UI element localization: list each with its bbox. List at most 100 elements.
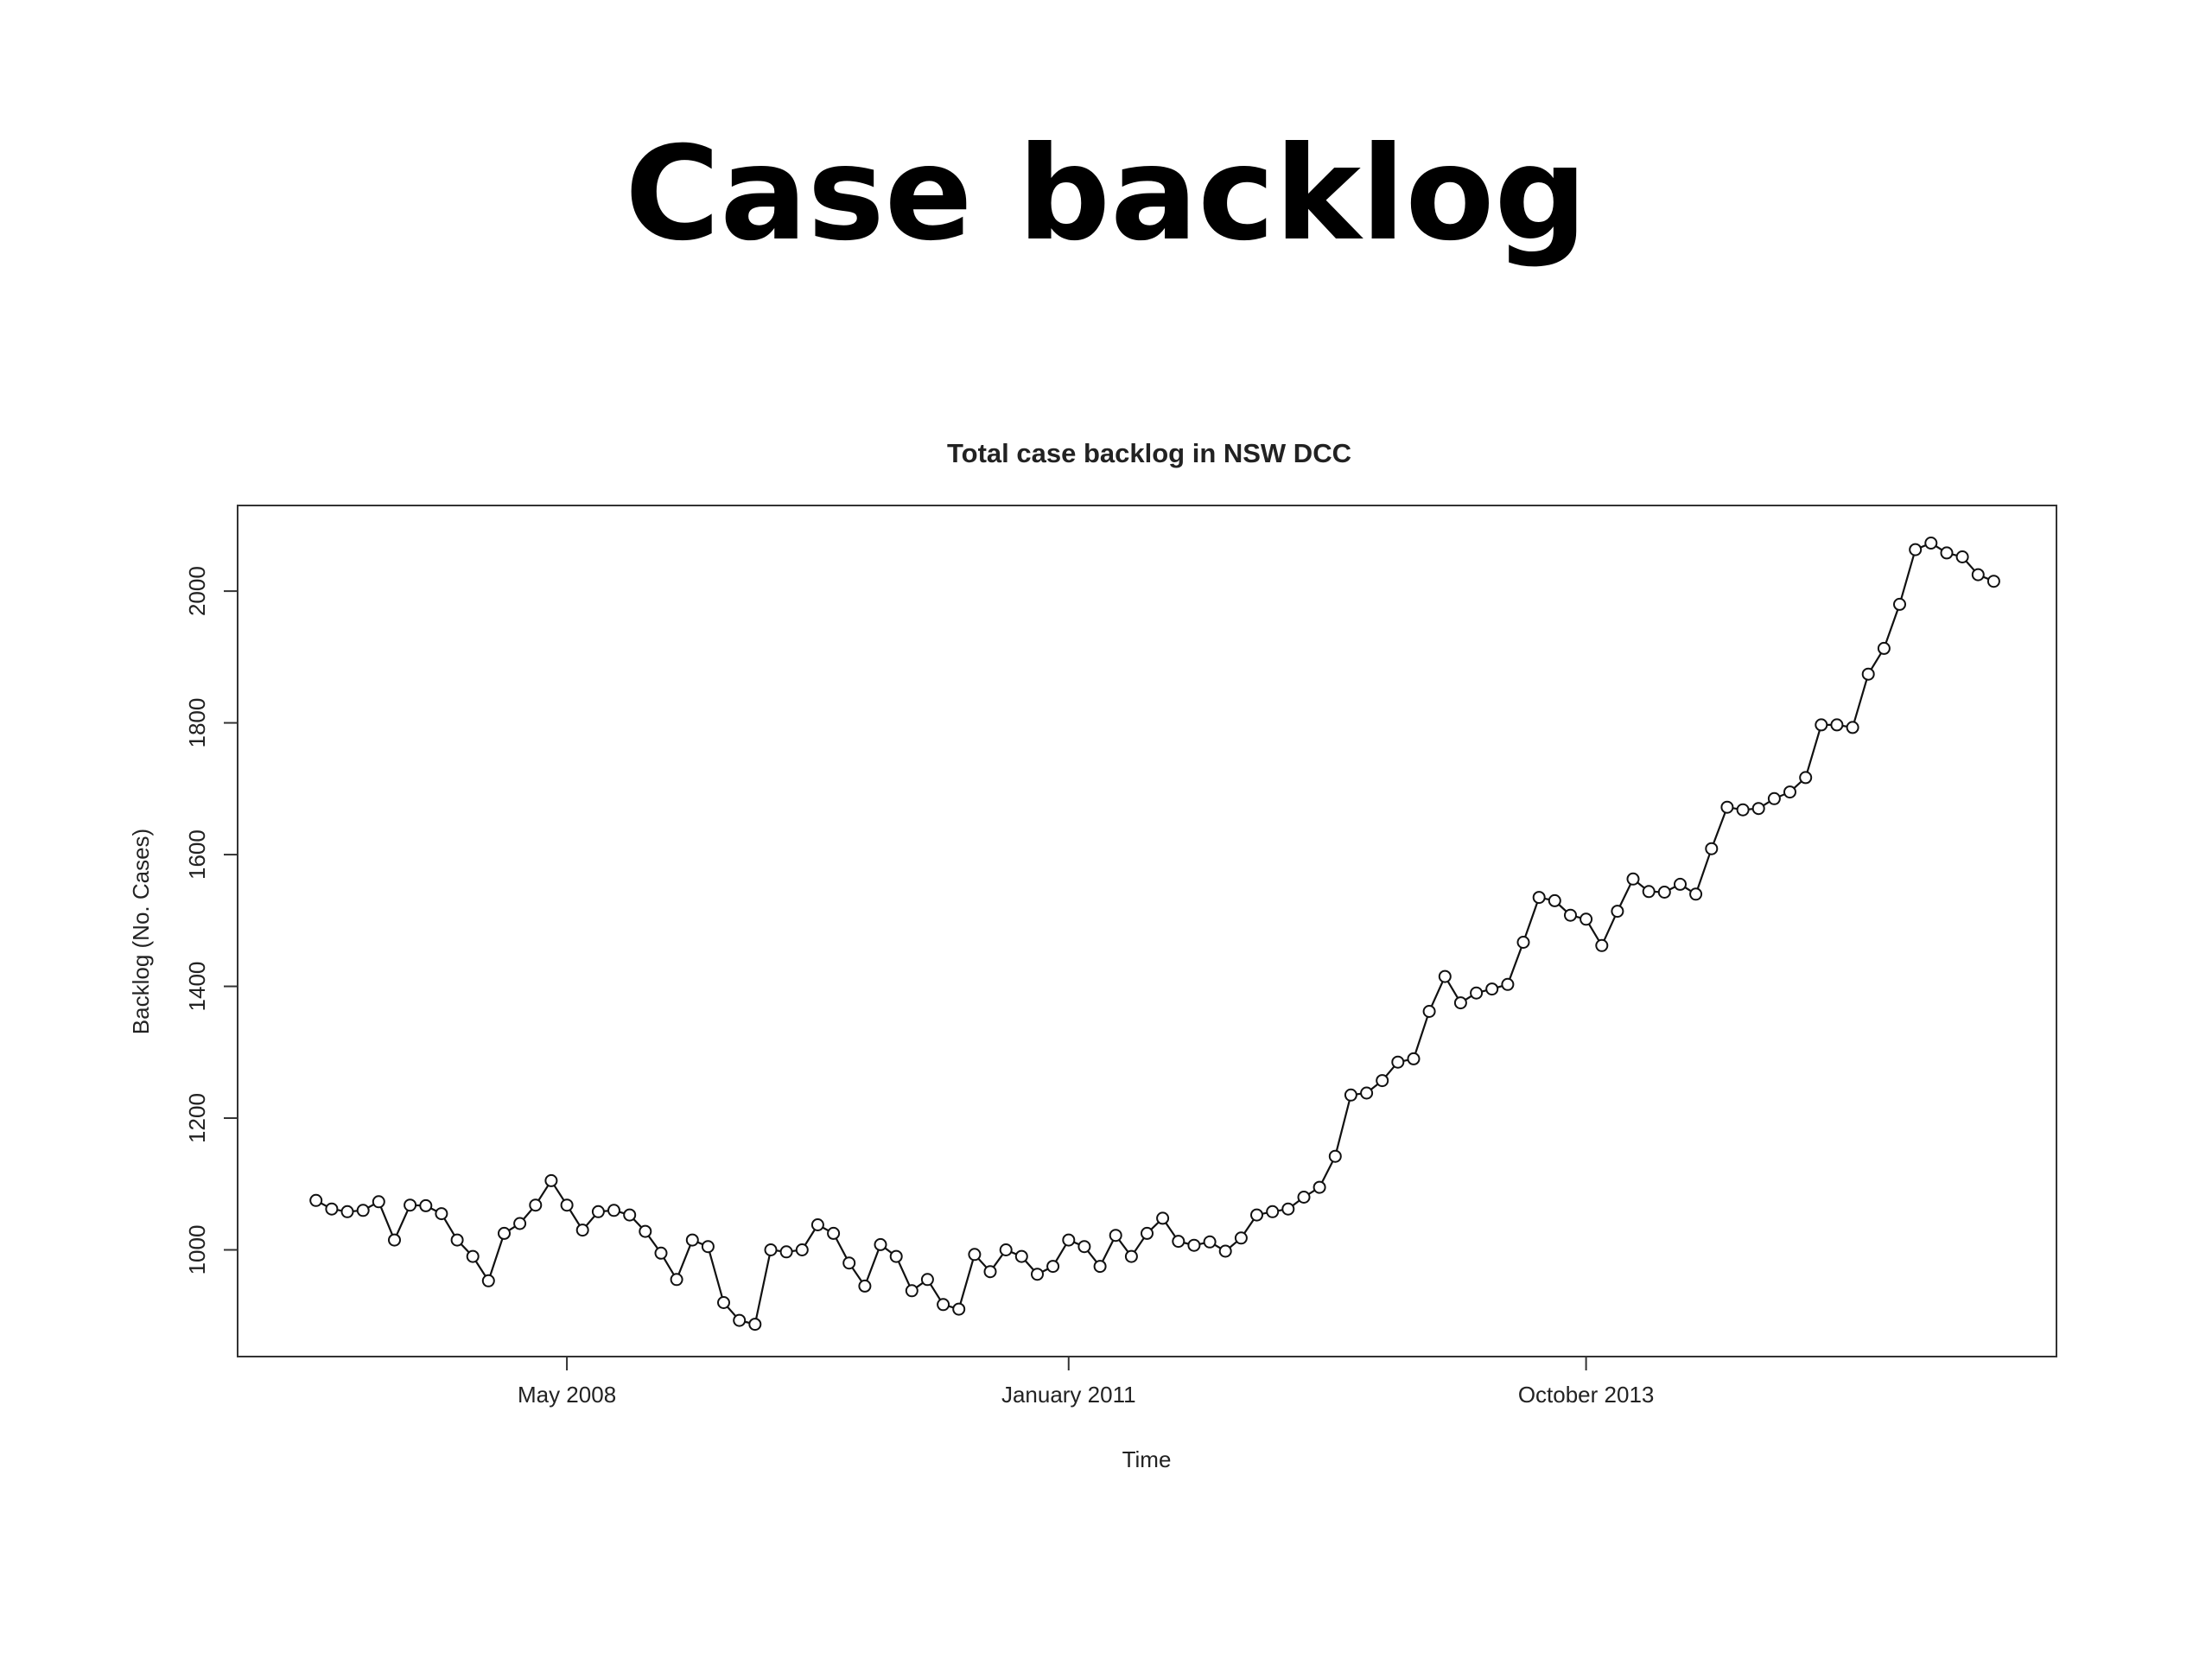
data-point	[1014, 1249, 1028, 1263]
data-point	[1470, 986, 1484, 1000]
data-point	[983, 1265, 997, 1279]
data-point	[1422, 1005, 1436, 1018]
data-point	[1344, 1088, 1357, 1102]
data-point	[748, 1318, 762, 1332]
data-point	[1093, 1260, 1107, 1274]
data-point	[639, 1224, 652, 1238]
data-point	[1642, 885, 1656, 899]
data-point	[1266, 1205, 1280, 1218]
data-point	[999, 1243, 1013, 1256]
data-point	[1297, 1191, 1311, 1204]
data-point	[529, 1198, 543, 1212]
data-point	[1595, 938, 1609, 952]
data-point	[481, 1274, 495, 1287]
data-point	[654, 1246, 668, 1260]
data-point	[733, 1313, 747, 1327]
data-point	[419, 1198, 433, 1212]
x-tick-label: October 2013	[1518, 1382, 1655, 1408]
data-point	[1077, 1240, 1091, 1254]
data-point	[670, 1273, 683, 1287]
data-point	[1203, 1235, 1217, 1249]
data-point	[1516, 936, 1530, 949]
data-point	[842, 1256, 856, 1270]
data-point	[450, 1233, 464, 1247]
data-point	[1031, 1268, 1044, 1281]
data-point	[810, 1218, 824, 1231]
data-point	[1062, 1233, 1076, 1247]
y-axis: 1000 1200 1400 1600 1800 2000	[184, 566, 238, 1274]
data-point	[498, 1226, 511, 1240]
data-point	[1611, 905, 1624, 918]
data-point	[1924, 537, 1938, 550]
y-tick-label: 1800	[184, 698, 210, 748]
data-point	[1218, 1244, 1232, 1258]
data-point	[388, 1233, 401, 1247]
data-point	[1736, 803, 1750, 817]
data-point	[905, 1284, 918, 1298]
data-point	[1156, 1211, 1170, 1225]
data-point	[372, 1195, 385, 1209]
data-point	[779, 1245, 793, 1259]
x-tick-label: May 2008	[518, 1382, 616, 1408]
data-point	[1532, 891, 1546, 905]
y-tick-label: 1000	[184, 1225, 210, 1275]
data-point	[1971, 568, 1985, 582]
data-point	[937, 1298, 950, 1312]
data-point	[1501, 977, 1515, 991]
data-point	[591, 1205, 605, 1218]
data-point	[889, 1249, 903, 1263]
y-tick-label: 1200	[184, 1093, 210, 1143]
data-point	[1438, 969, 1452, 983]
data-point	[1580, 912, 1593, 926]
data-point	[717, 1296, 730, 1309]
x-axis: May 2008 January 2011 October 2013	[518, 1357, 1654, 1408]
data-point	[1720, 800, 1734, 814]
data-point	[795, 1243, 809, 1256]
data-point	[1626, 872, 1640, 886]
y-tick-label: 1400	[184, 962, 210, 1012]
data-point	[1830, 718, 1844, 732]
data-point	[1453, 996, 1467, 1010]
data-point	[701, 1240, 715, 1254]
data-point	[1046, 1260, 1060, 1274]
data-point	[1909, 543, 1923, 556]
y-axis-label: Backlog (No. Cases)	[128, 829, 154, 1034]
data-point	[1674, 877, 1687, 891]
data-point	[1172, 1235, 1185, 1249]
data-point	[1893, 597, 1906, 611]
data-point	[1799, 771, 1813, 785]
x-axis-label: Time	[1122, 1446, 1172, 1472]
data-point	[607, 1204, 620, 1217]
data-point	[1360, 1086, 1374, 1100]
slide-title: Case backlog	[625, 119, 1587, 270]
data-point	[1877, 641, 1891, 655]
data-point	[1986, 575, 2000, 588]
data-point	[1846, 721, 1859, 734]
data-point	[340, 1205, 354, 1218]
data-point	[309, 1193, 323, 1207]
data-point	[404, 1198, 417, 1212]
data-point	[1328, 1149, 1342, 1163]
data-point	[575, 1224, 589, 1237]
data-point	[968, 1248, 982, 1262]
data-point	[1109, 1229, 1122, 1243]
y-tick-label: 2000	[184, 566, 210, 616]
data-point	[1861, 667, 1875, 681]
data-point	[1141, 1226, 1154, 1240]
data-point	[1124, 1249, 1138, 1263]
x-tick-label: January 2011	[1001, 1382, 1136, 1408]
data-point	[1705, 842, 1719, 855]
data-point	[560, 1198, 574, 1212]
data-point	[356, 1204, 370, 1217]
data-point	[1564, 908, 1577, 922]
data-point	[1407, 1052, 1421, 1065]
data-point	[1783, 785, 1796, 799]
data-point	[1376, 1074, 1389, 1088]
data-point	[623, 1208, 637, 1222]
plot-frame	[237, 505, 2057, 1357]
data-point	[1485, 982, 1499, 996]
data-point	[466, 1249, 480, 1263]
series-layer	[309, 537, 2000, 1332]
data-point	[1689, 887, 1703, 901]
